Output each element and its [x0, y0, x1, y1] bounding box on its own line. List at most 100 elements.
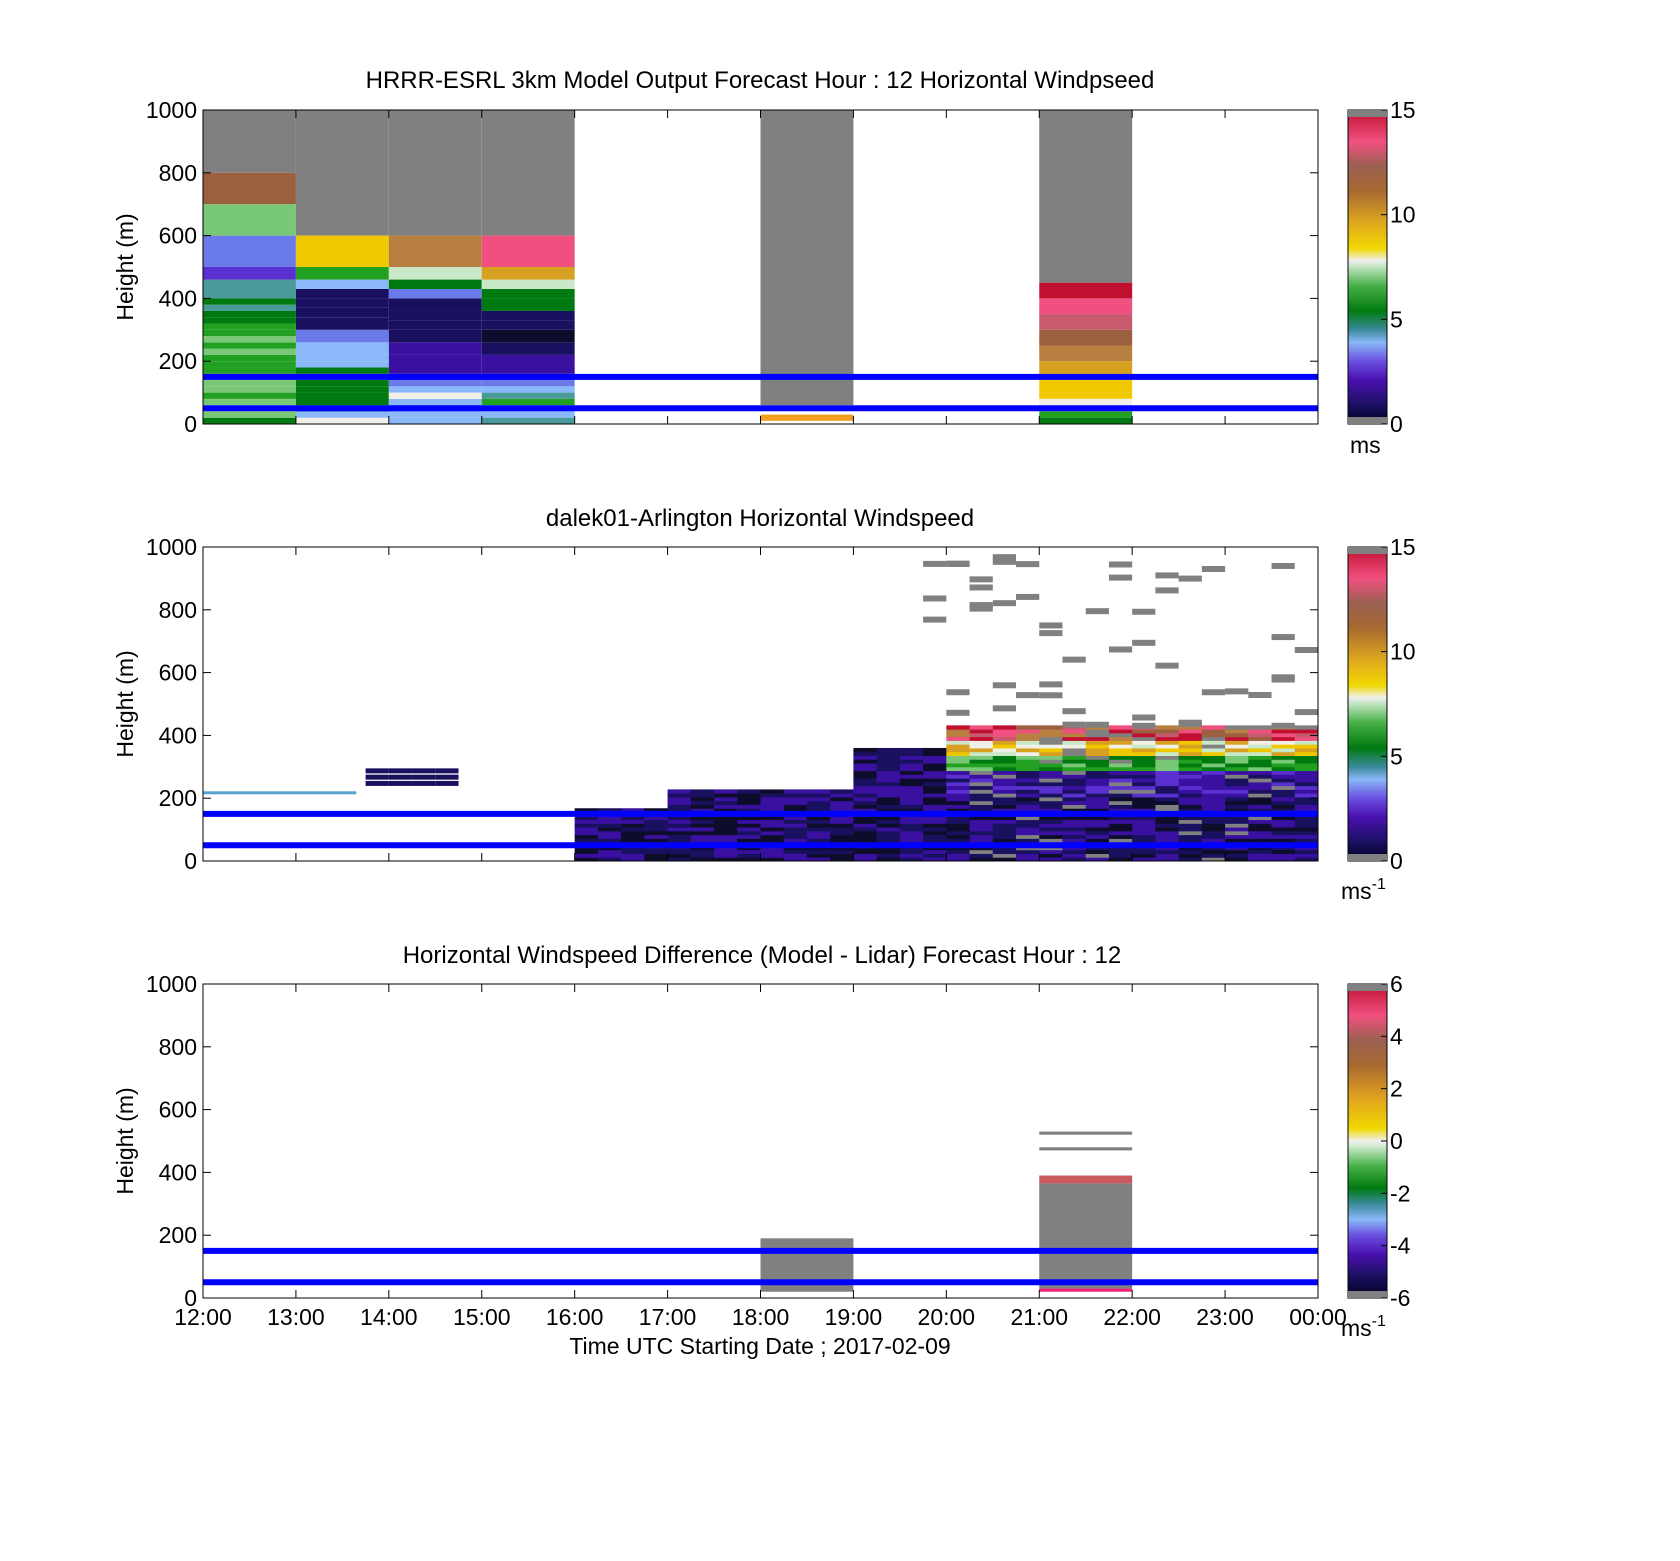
heatmap-cell — [946, 827, 971, 832]
heatmap-cell — [1016, 827, 1040, 832]
heatmap-cell — [760, 838, 785, 843]
heatmap-cell — [1085, 759, 1110, 764]
heatmap-cell — [1016, 834, 1040, 839]
heatmap-cell — [1132, 823, 1156, 828]
heatmap-cell — [923, 857, 947, 862]
heatmap-cell — [992, 736, 1017, 741]
heatmap-cell — [1085, 793, 1110, 798]
reference-lines — [203, 810, 1318, 849]
colorbar-ticks: 0 5 10 15 — [1381, 97, 1416, 437]
heatmap-cell — [876, 793, 901, 798]
heatmap-cell — [1039, 361, 1133, 368]
heatmap-cell — [969, 789, 994, 794]
heatmap-cell — [1178, 736, 1203, 741]
heatmap-cell — [923, 830, 947, 836]
heatmap-cell — [1016, 830, 1040, 836]
heatmap-cell — [1062, 796, 1087, 802]
heatmap-cell — [621, 819, 645, 824]
heatmap-cell — [783, 823, 808, 828]
heatmap-cell — [1271, 729, 1296, 734]
heatmap-cell — [1016, 815, 1040, 821]
heatmap-cell — [690, 834, 715, 839]
heatmap-cell — [1201, 744, 1226, 749]
heatmap-cell — [690, 789, 715, 794]
heatmap-cell — [295, 380, 389, 387]
colorbar-tick-label: 4 — [1390, 1023, 1403, 1049]
heatmap-cell — [1039, 744, 1063, 749]
heatmap-cell — [1016, 800, 1040, 805]
heatmap-cell — [1085, 736, 1110, 741]
heatmap-cell — [1294, 725, 1319, 730]
heatmap-cell — [644, 830, 669, 836]
heatmap-cell — [1248, 744, 1273, 749]
heatmap-cell — [1178, 808, 1203, 813]
heatmap-cell — [1294, 751, 1319, 756]
heatmap-cell — [1225, 759, 1249, 764]
heatmap-cell — [876, 834, 901, 839]
heatmap-cell — [760, 857, 785, 862]
heatmap-cell — [1062, 759, 1087, 764]
heatmap-cell — [597, 838, 622, 843]
heatmap-cell — [1248, 774, 1273, 779]
heatmap-cell — [1225, 819, 1249, 824]
heatmap-cell — [1201, 774, 1226, 779]
heatmap-cell — [1248, 853, 1273, 858]
x-tick-label: 20:00 — [918, 1304, 976, 1330]
heatmap-cell — [946, 804, 971, 809]
heatmap-cell — [806, 830, 831, 836]
heatmap-cell — [1155, 740, 1180, 745]
heatmap-cell — [1271, 736, 1296, 741]
heatmap-cell — [1225, 793, 1249, 798]
heatmap-cell — [1039, 345, 1133, 362]
heatmap-cell — [1178, 720, 1202, 727]
heatmap-cell — [1271, 759, 1296, 764]
heatmap-cell — [714, 793, 738, 798]
heatmap-cell — [923, 819, 947, 824]
heatmap-cell — [621, 853, 645, 858]
heatmap-cell — [806, 823, 831, 828]
x-tick-label: 13:00 — [267, 1304, 325, 1330]
heatmap-cell — [203, 791, 357, 795]
heatmap-cell — [295, 411, 389, 418]
heatmap-cell — [1178, 755, 1203, 760]
heatmap-cell — [597, 834, 622, 839]
heatmap-cell — [203, 380, 296, 387]
heatmap-cell — [621, 823, 645, 828]
heatmap-cell — [1062, 656, 1086, 663]
heatmap-cell — [1225, 725, 1249, 730]
heatmap-cell — [1085, 789, 1110, 794]
heatmap-cell — [1178, 751, 1203, 756]
colorbar-tick-label: -2 — [1390, 1180, 1410, 1206]
heatmap-cell — [203, 392, 296, 399]
heatmap-cell — [714, 819, 738, 824]
heatmap-cell — [1178, 575, 1202, 582]
heatmap-cell — [644, 857, 669, 862]
heatmap-cell — [1294, 766, 1319, 772]
heatmap-cell — [574, 857, 599, 862]
heatmap-cell — [992, 778, 1017, 783]
heatmap-cell — [1294, 808, 1319, 813]
heatmap-cell — [1294, 834, 1319, 839]
heatmap-cell — [1108, 793, 1133, 798]
heatmap-cell — [992, 744, 1017, 749]
heatmap-cell — [1294, 785, 1319, 790]
heatmap-cell — [1155, 796, 1180, 802]
heatmap-cell — [1016, 819, 1040, 824]
heatmap-cell — [295, 279, 389, 289]
heatmap-cell — [1155, 838, 1180, 843]
heatmap-cell — [853, 793, 878, 798]
heatmap-cell — [737, 857, 761, 862]
heatmap-cell — [714, 808, 738, 813]
heatmap-cell — [1039, 823, 1063, 828]
heatmap-cell — [1132, 774, 1156, 779]
heatmap-cell — [1085, 808, 1110, 813]
heatmap-cell — [667, 796, 692, 802]
heatmap-cell — [969, 744, 994, 749]
heatmap-cell — [830, 823, 854, 828]
heatmap-cell — [690, 804, 715, 809]
heatmap-cell — [853, 834, 878, 839]
heatmap-cell — [1132, 747, 1156, 753]
heatmap-cell — [899, 853, 924, 858]
heatmap-cell — [969, 781, 994, 787]
